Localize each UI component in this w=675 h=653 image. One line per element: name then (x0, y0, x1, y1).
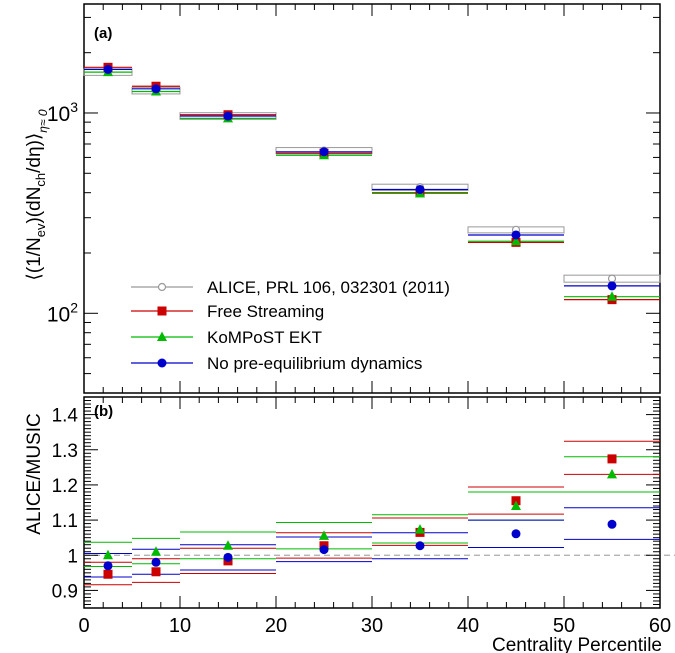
legend-item: Free Streaming (131, 302, 324, 321)
x-tick-label: 20 (265, 615, 287, 637)
panel-a-frame (83, 3, 661, 394)
x-tick-label: 40 (457, 615, 479, 637)
data-point (319, 147, 329, 157)
legend-marker (157, 331, 167, 341)
y-tick-label: 1.3 (52, 441, 78, 462)
panel-b-label: (b) (94, 403, 113, 420)
ratio-point (607, 454, 617, 464)
markers-no-pre-equilibrium-dynamics (103, 64, 617, 291)
panel-a-y-axis-label: ⟨(1/Nev)(dNch/dη)⟩η≈ 0 (24, 109, 50, 280)
panel-b-x-ticks: 0 10 20 30 40 50 60 (78, 397, 671, 637)
legend-marker (157, 358, 167, 368)
ratio-markers-no-pre-equilibrium-dynamics (103, 519, 617, 571)
panel-b: (b) 0.9 1 1.1 1.2 1.3 1.4 0 10 20 30 40 50 60 ALICE… (24, 396, 675, 653)
y-tick-label: 1.1 (52, 511, 78, 532)
data-point (607, 274, 617, 283)
data-point (511, 230, 521, 240)
panel-a-label: (a) (94, 25, 112, 42)
panel-b-y-ticks: 0.9 1 1.1 1.2 1.3 1.4 (52, 396, 660, 609)
panel-b-series (84, 440, 660, 586)
y-tick-label: 0.9 (52, 581, 78, 602)
ratio-point (607, 519, 617, 529)
legend-label: ALICE, PRL 106, 032301 (2011) (207, 278, 450, 297)
panel-a: (a) 102 103 ALICE, PRL 106, 032301 (2011)… (24, 3, 661, 394)
legend-item: KoMPoST EKT (131, 328, 322, 347)
ratio-markers-free-streaming (103, 454, 617, 579)
series-alice-prl-106-032301-2011- (83, 68, 661, 283)
data-point (223, 111, 233, 121)
ratio-point (103, 549, 113, 560)
y-tick-label: 1.2 (52, 476, 78, 497)
ratio-point (151, 546, 161, 556)
y-tick-label: 1.4 (52, 406, 79, 427)
ratio-point (223, 552, 233, 562)
ratio-point (511, 500, 521, 511)
legend-item: No pre-equilibrium dynamics (131, 354, 422, 373)
series-free-streaming (84, 66, 660, 301)
panel-a-x-ticks (83, 4, 661, 393)
x-tick-label: 30 (361, 615, 383, 637)
legend-label: Free Streaming (207, 302, 324, 321)
data-point (511, 235, 521, 246)
ratio-point (607, 468, 617, 479)
ratio-point (151, 567, 161, 577)
ratio-point (223, 540, 233, 550)
legend-item: ALICE, PRL 106, 032301 (2011) (131, 278, 450, 297)
legend-label: KoMPoST EKT (207, 328, 322, 347)
ratio-point (103, 561, 113, 571)
ratio-point (415, 541, 425, 551)
legend-label: No pre-equilibrium dynamics (207, 354, 422, 373)
ratio-markers-kompost-ekt (103, 468, 617, 560)
ratio-point (319, 545, 329, 555)
ratio-band-kompost-ekt (84, 456, 660, 568)
y-tick-label: 103 (47, 99, 78, 126)
series-no-pre-equilibrium-dynamics (84, 68, 660, 287)
data-point (415, 184, 425, 194)
y-tick-label: 102 (47, 299, 78, 326)
x-tick-label: 50 (553, 615, 575, 637)
markers-free-streaming (103, 62, 617, 305)
data-point (607, 281, 617, 291)
data-point (103, 64, 113, 74)
legend-marker (157, 282, 167, 292)
data-point (607, 291, 617, 301)
panel-a-series (83, 62, 661, 305)
ratio-point (151, 557, 161, 567)
panel-b-frame (83, 396, 661, 609)
ratio-point (511, 529, 521, 539)
y-tick-label: 1 (67, 546, 78, 567)
panel-b-y-axis-label: ALICE/MUSIC (24, 413, 45, 534)
ratio-point (103, 569, 113, 579)
markers-kompost-ekt (103, 66, 617, 301)
legend-marker (157, 306, 167, 316)
ratio-point (415, 524, 425, 534)
x-tick-label: 0 (78, 615, 89, 637)
legend: ALICE, PRL 106, 032301 (2011) Free Stream… (131, 278, 450, 373)
ratio-point (319, 530, 329, 540)
x-tick-label: 10 (169, 615, 191, 637)
panel-a-y-ticks: 102 103 (47, 16, 660, 394)
x-tick-label: 60 (649, 615, 671, 637)
data-point (151, 84, 161, 94)
markers-alice-prl-106-032301-2011- (103, 67, 617, 283)
x-axis-label: Centrality Percentile (492, 635, 662, 653)
